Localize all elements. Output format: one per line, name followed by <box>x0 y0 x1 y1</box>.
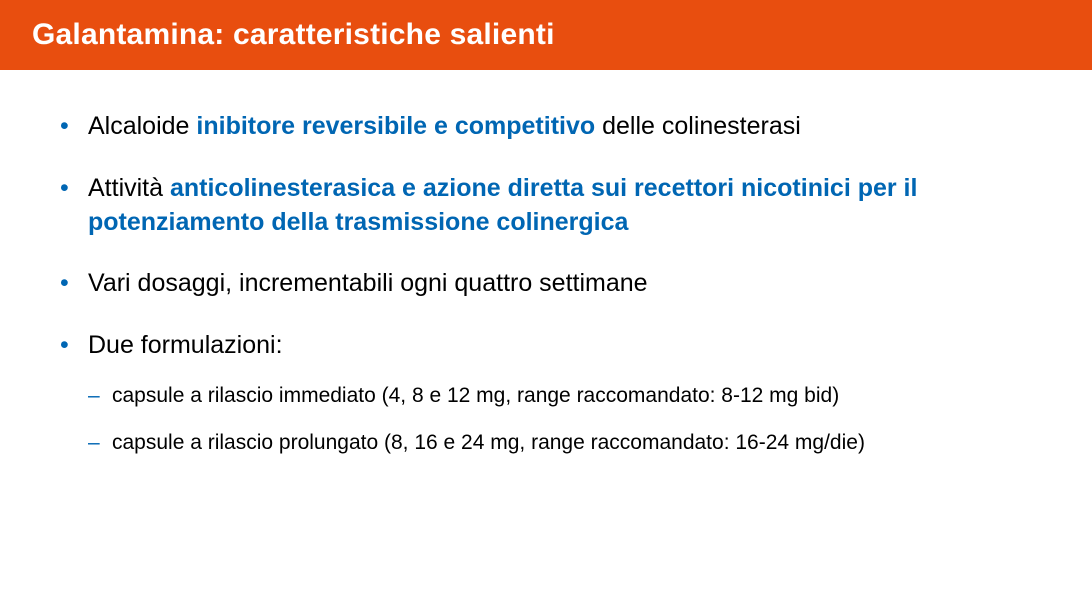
bullet-item: Attività anticolinesterasica e azione di… <box>60 172 1032 240</box>
text-run: anticolinesterasica e azione diretta sui… <box>88 174 917 236</box>
slide-title: Galantamina: caratteristiche salienti <box>32 18 555 51</box>
sub-list: capsule a rilascio immediato (4, 8 e 12 … <box>88 381 1032 458</box>
text-run: Attività <box>88 174 170 202</box>
bullet-item: Due formulazioni: capsule a rilascio imme… <box>60 329 1032 458</box>
text-run: inibitore reversibile e competitivo <box>196 112 602 140</box>
sub-item: capsule a rilascio prolungato (8, 16 e 2… <box>88 428 1032 457</box>
slide-content: Alcaloide inibitore reversibile e compet… <box>0 70 1092 458</box>
text-run: Alcaloide <box>88 112 196 140</box>
text-run: delle colinesterasi <box>602 112 801 140</box>
bullet-list: Alcaloide inibitore reversibile e compet… <box>60 110 1032 458</box>
slide: Galantamina: caratteristiche salienti Al… <box>0 0 1092 591</box>
title-bar: Galantamina: caratteristiche salienti <box>0 0 1092 70</box>
bullet-item: Vari dosaggi, incrementabili ogni quattr… <box>60 267 1032 301</box>
text-run: Vari dosaggi, incrementabili ogni quattr… <box>88 269 648 297</box>
bullet-item: Alcaloide inibitore reversibile e compet… <box>60 110 1032 144</box>
text-run: Due formulazioni: <box>88 331 283 359</box>
sub-item: capsule a rilascio immediato (4, 8 e 12 … <box>88 381 1032 410</box>
